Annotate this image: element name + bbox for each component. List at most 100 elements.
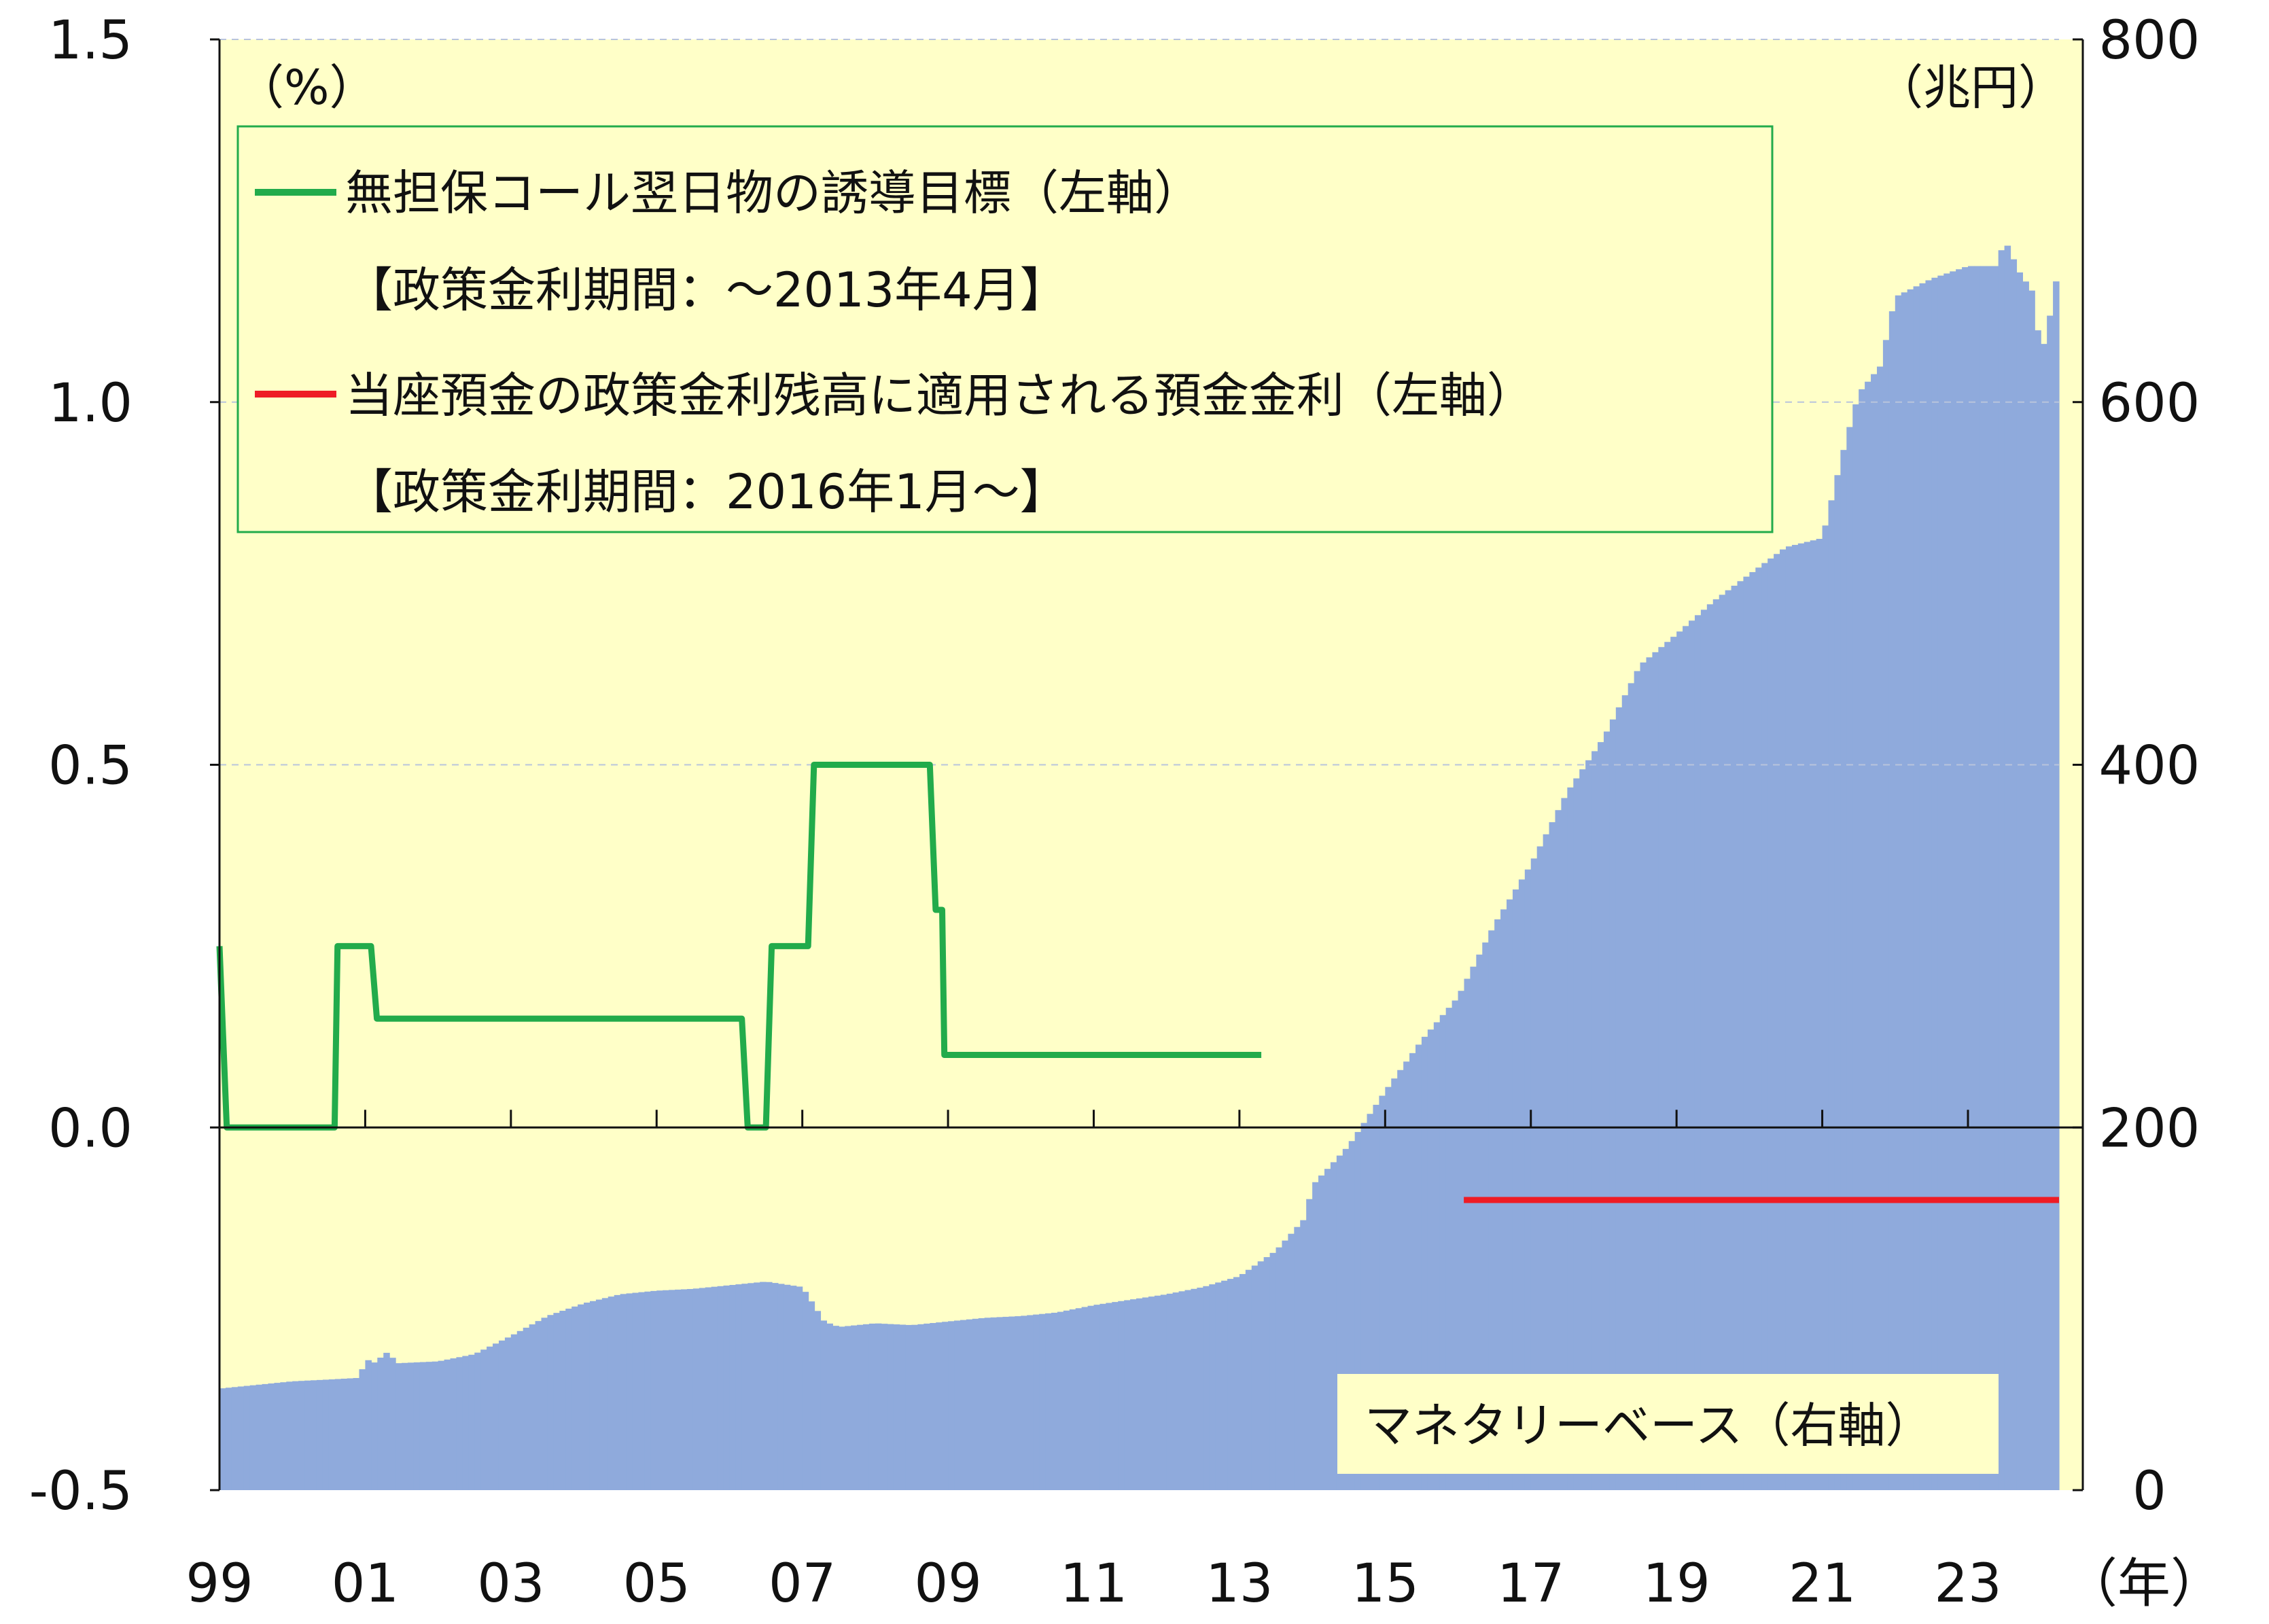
monetary-base-bar [1822, 525, 1829, 1490]
monetary-base-bar [1008, 1316, 1015, 1490]
monetary-base-bar [474, 1352, 481, 1490]
monetary-base-bar [984, 1318, 991, 1490]
monetary-base-bar [1901, 292, 1908, 1490]
monetary-base-bar [692, 1288, 700, 1490]
monetary-base-bar [1160, 1294, 1167, 1490]
area-label-text: マネタリーベース（右軸） [1365, 1398, 1933, 1453]
monetary-base-bar [790, 1286, 797, 1490]
monetary-base-bar [1956, 269, 1963, 1490]
monetary-base-bar [1973, 266, 1981, 1491]
monetary-base-bar [608, 1296, 615, 1490]
monetary-base-bar [1706, 604, 1714, 1490]
monetary-base-bar [1876, 366, 1884, 1490]
x-axis-tick-label: 09 [914, 1553, 981, 1614]
monetary-base-bar [656, 1290, 663, 1490]
monetary-base-bar [280, 1382, 287, 1490]
monetary-base-bar [402, 1362, 408, 1490]
monetary-base-bar [747, 1283, 754, 1490]
monetary-base-bar [614, 1294, 621, 1490]
monetary-base-bar [766, 1282, 773, 1490]
legend-box [236, 125, 1774, 533]
monetary-base-bar [1852, 404, 1859, 1490]
area-label: マネタリーベース（右軸） [1337, 1374, 1999, 1474]
monetary-base-bar [1640, 662, 1647, 1491]
monetary-base-bar [735, 1284, 742, 1490]
monetary-base-bar [1780, 549, 1787, 1490]
monetary-base-bar [316, 1379, 323, 1490]
monetary-base-bar [1700, 610, 1708, 1490]
monetary-base-bar [1172, 1292, 1180, 1490]
monetary-base-bar [237, 1386, 245, 1490]
monetary-base-bar [553, 1313, 560, 1490]
monetary-base-bar [1494, 919, 1501, 1490]
monetary-base-bar [1421, 1036, 1428, 1490]
monetary-base-bar [1925, 280, 1932, 1490]
monetary-base-bar [1397, 1070, 1404, 1490]
monetary-base-bar [589, 1301, 597, 1490]
monetary-base-bar [1081, 1307, 1089, 1490]
monetary-base-bar [1846, 427, 1853, 1491]
monetary-base-bar [1888, 311, 1896, 1491]
monetary-base-bar [2028, 290, 2035, 1490]
monetary-base-bar [1045, 1313, 1052, 1490]
monetary-base-bar [304, 1380, 311, 1490]
monetary-base-bar [839, 1326, 845, 1490]
monetary-base-bar [243, 1385, 251, 1490]
monetary-base-bar [1403, 1061, 1410, 1490]
monetary-base-bar [1579, 769, 1586, 1490]
monetary-base-bar [493, 1343, 499, 1490]
monetary-base-bar [626, 1293, 633, 1490]
monetary-base-bar [1391, 1078, 1398, 1490]
monetary-base-bar [1154, 1295, 1161, 1490]
monetary-base-bar [1373, 1104, 1379, 1490]
monetary-base-bar [887, 1324, 894, 1490]
monetary-base-bar [699, 1288, 706, 1490]
monetary-base-bar [328, 1379, 336, 1490]
monetary-base-bar [413, 1362, 421, 1490]
monetary-base-bar [1354, 1131, 1362, 1490]
monetary-base-bar [1476, 954, 1483, 1490]
monetary-base-bar [705, 1287, 712, 1490]
monetary-base-bar [1039, 1313, 1046, 1490]
monetary-base-bar [444, 1359, 451, 1490]
monetary-base-bar [948, 1321, 955, 1490]
monetary-base-bar [1524, 869, 1532, 1490]
monetary-base-bar [868, 1323, 876, 1490]
left-axis-tick-label: 1.0 [48, 373, 133, 434]
monetary-base-bar [771, 1283, 779, 1490]
monetary-base-bar [456, 1357, 463, 1490]
monetary-base-bar [911, 1324, 919, 1490]
monetary-base-bar [1967, 266, 1975, 1491]
monetary-base-bar [1719, 595, 1726, 1490]
monetary-base-bar [1209, 1284, 1216, 1490]
monetary-base-bar [1536, 846, 1544, 1490]
monetary-base-bar [274, 1383, 281, 1490]
x-axis-tick-label: 99 [186, 1553, 253, 1614]
monetary-base-bar [1093, 1305, 1101, 1490]
monetary-base-bar [1282, 1240, 1288, 1490]
monetary-base-bar [1816, 539, 1823, 1490]
monetary-base-bar [1518, 879, 1526, 1490]
monetary-base-bar [638, 1292, 645, 1490]
monetary-base-bar [1294, 1226, 1301, 1490]
monetary-base-bar [2004, 245, 2011, 1490]
monetary-base-bar [1937, 275, 1944, 1491]
monetary-base-bar [504, 1337, 512, 1490]
monetary-base-bar [1445, 1008, 1453, 1490]
monetary-base-bar [796, 1286, 803, 1490]
x-axis-tick-label: 03 [477, 1553, 544, 1614]
monetary-base-bar [1367, 1114, 1374, 1490]
monetary-base-bar [571, 1306, 578, 1490]
monetary-base-bar [225, 1388, 232, 1490]
monetary-base-bar [960, 1320, 967, 1490]
monetary-base-bar [1427, 1029, 1435, 1490]
monetary-base-bar [1245, 1269, 1252, 1490]
monetary-base-bar [1694, 615, 1702, 1490]
x-axis-tick-label: 13 [1206, 1553, 1273, 1614]
x-axis-tick-label: 21 [1789, 1553, 1856, 1614]
x-axis-tick-label: 11 [1060, 1553, 1127, 1614]
monetary-base-bar [1336, 1155, 1343, 1490]
monetary-base-bar [1755, 567, 1762, 1490]
monetary-base-bar [754, 1282, 760, 1490]
